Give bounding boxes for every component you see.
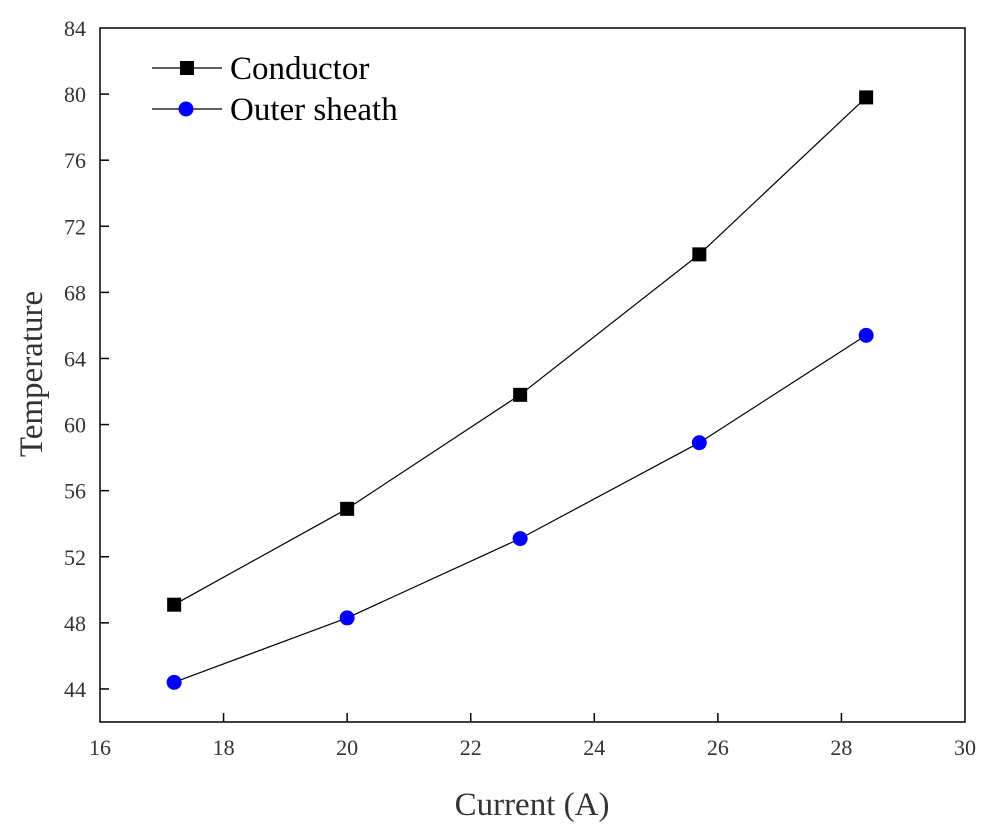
outer-sheath-point (858, 327, 874, 343)
x-tick-label: 30 (954, 735, 976, 760)
conductor-point (340, 501, 355, 516)
y-tick-label: 52 (64, 545, 86, 570)
y-tick-label: 64 (64, 346, 86, 371)
y-tick-label: 80 (64, 82, 86, 107)
x-tick-label: 28 (830, 735, 852, 760)
outer-sheath-point (512, 531, 528, 547)
plot-frame (99, 27, 966, 723)
y-tick-label: 60 (64, 413, 86, 438)
y-tick-label: 44 (64, 677, 86, 702)
x-tick-label: 22 (460, 735, 482, 760)
y-tick-label: 72 (64, 214, 86, 239)
x-tick-label: 26 (707, 735, 729, 760)
conductor-point (692, 247, 707, 262)
series-line (173, 96, 867, 606)
series-line (173, 334, 867, 683)
outer-sheath-point (691, 435, 707, 451)
x-tick-label: 24 (583, 735, 605, 760)
conductor-point (513, 387, 528, 402)
outer-sheath-point (339, 610, 355, 626)
y-tick-label: 68 (64, 280, 86, 305)
legend-circle-icon (178, 101, 194, 117)
legend-label: Outer sheath (230, 92, 398, 128)
x-tick-label: 20 (336, 735, 358, 760)
y-axis-title: Temperature (14, 291, 50, 457)
y-tick-label: 56 (64, 479, 86, 504)
legend-square-icon (180, 61, 194, 75)
conductor-point (859, 90, 874, 105)
outer-sheath-point (166, 674, 182, 690)
y-tick-label: 84 (64, 16, 86, 41)
y-tick-label: 76 (64, 148, 86, 173)
x-tick-label: 18 (213, 735, 235, 760)
x-tick-label: 16 (89, 735, 111, 760)
x-axis-title: Current (A) (455, 787, 610, 823)
legend-label: Conductor (230, 51, 369, 87)
conductor-point (167, 597, 182, 612)
y-tick-label: 48 (64, 611, 86, 636)
